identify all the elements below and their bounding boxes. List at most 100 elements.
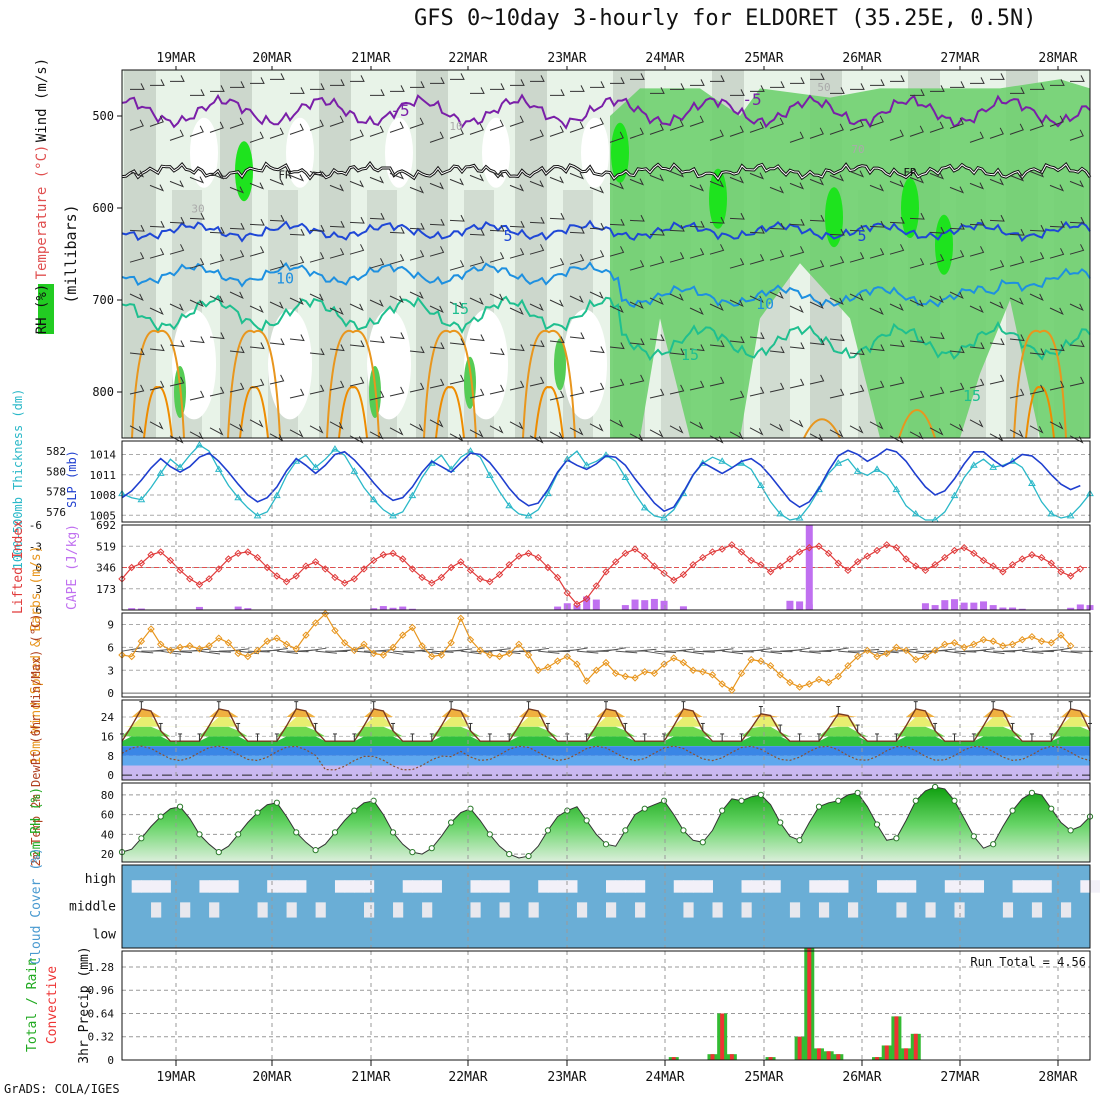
upper-wind-barb bbox=[209, 427, 224, 436]
upper-wind-barb bbox=[1069, 244, 1085, 255]
temp-tick-label: 16 bbox=[101, 730, 114, 743]
upper-wind-barb bbox=[529, 129, 544, 141]
upper-wind-barb bbox=[1010, 87, 1025, 94]
upper-wind-barb bbox=[509, 380, 525, 391]
precip-convective-bar bbox=[671, 1057, 676, 1060]
cloud-gap-middle bbox=[1060, 902, 1072, 918]
thickness-point bbox=[950, 491, 959, 499]
upper-wind-barb bbox=[429, 218, 445, 226]
wind-speed-point bbox=[195, 645, 204, 653]
lifted-index-point bbox=[931, 560, 939, 569]
lifted-index-point bbox=[486, 577, 494, 586]
upper-wind-barb bbox=[969, 131, 984, 143]
cloud-gap-high bbox=[538, 880, 549, 893]
cloud-gap-high bbox=[228, 880, 239, 893]
lifted-index-point bbox=[582, 594, 591, 603]
cloud-gap-high bbox=[344, 880, 355, 893]
surface-wind-barb bbox=[315, 650, 337, 654]
cloud-gap-high bbox=[673, 880, 684, 893]
upper-wind-barb bbox=[909, 212, 925, 220]
precip-convective-bar bbox=[913, 1033, 918, 1060]
rh-fill bbox=[122, 787, 1090, 862]
lifted-index-point bbox=[408, 565, 417, 573]
lifted-index-point bbox=[611, 558, 620, 566]
upper-wind-barb bbox=[849, 170, 865, 178]
frame-layer bbox=[121, 66, 1091, 1066]
cloud-gap-middle bbox=[741, 902, 752, 918]
upper-wind-barb bbox=[429, 378, 445, 389]
lifted-index-point bbox=[428, 579, 436, 587]
upper-wind-barb bbox=[189, 176, 205, 184]
wind-speed-point bbox=[360, 640, 368, 649]
surface-wind-barb bbox=[838, 650, 860, 654]
upper-wind-barb bbox=[869, 380, 885, 391]
wind-speed-point bbox=[369, 649, 378, 658]
cloud-gap-high bbox=[209, 880, 220, 893]
li-tick-label: 6 bbox=[35, 604, 42, 617]
upper-wind-barb bbox=[829, 388, 845, 399]
temp-band bbox=[122, 708, 1090, 717]
lifted-index-point bbox=[215, 565, 223, 573]
upper-wind-barb bbox=[509, 421, 524, 430]
upper-wind-barb bbox=[649, 388, 665, 399]
cloud-gap-middle bbox=[257, 902, 268, 918]
rh-band bbox=[220, 70, 252, 438]
thickness-point bbox=[137, 495, 146, 503]
upper-wind-barb bbox=[449, 214, 465, 222]
wind-speed-point bbox=[379, 651, 388, 659]
upper-wind-barb bbox=[629, 301, 644, 309]
thickness-point bbox=[1047, 509, 1056, 517]
upper-wind-barb bbox=[169, 340, 185, 348]
upper-wind-barb bbox=[469, 429, 484, 438]
lifted-index-point bbox=[1028, 551, 1036, 559]
upper-wind-barb bbox=[130, 83, 145, 90]
wind-speed-point bbox=[1008, 640, 1017, 649]
upper-wind-barb bbox=[609, 305, 624, 313]
wind-speed-point bbox=[447, 639, 455, 647]
upper-wind-barb bbox=[849, 224, 865, 232]
upper-wind-barb bbox=[409, 291, 424, 299]
upper-wind-barb bbox=[1029, 252, 1045, 263]
upper-wind-barb bbox=[409, 222, 425, 230]
upper-wind-barb bbox=[609, 419, 624, 428]
bottom-date-label: 26MAR bbox=[842, 1070, 881, 1085]
upper-wind-barb bbox=[209, 172, 225, 180]
upper-wind-barb bbox=[189, 336, 205, 344]
upper-wind-barb bbox=[269, 214, 285, 222]
upper-wind-barb bbox=[869, 184, 885, 192]
upper-wind-barb bbox=[509, 220, 525, 228]
cloud-gap-middle bbox=[315, 902, 326, 918]
cape-bar bbox=[960, 602, 968, 610]
rh-point bbox=[1048, 805, 1055, 812]
surface-wind-barb bbox=[906, 650, 927, 655]
temp-band bbox=[122, 736, 1090, 747]
cloud-gap-high bbox=[402, 880, 413, 893]
upper-wind-barb bbox=[329, 344, 345, 352]
rh-point bbox=[757, 791, 764, 798]
wind-axis-label: 10m Wind Speed & Barbs (m/s) bbox=[29, 545, 44, 764]
precip-convective-bar bbox=[797, 1036, 802, 1060]
upper-wind-barb bbox=[509, 344, 525, 352]
upper-wind-barb bbox=[409, 117, 424, 129]
wind-tick-label: 9 bbox=[107, 618, 114, 631]
thickness-point bbox=[563, 455, 572, 462]
surface-wind-barb bbox=[944, 650, 966, 655]
cape-bar bbox=[999, 607, 1007, 610]
rh-point bbox=[932, 783, 939, 791]
isotherm-25 bbox=[338, 386, 368, 439]
upper-wind-barb bbox=[589, 222, 605, 230]
lifted-index-point bbox=[311, 558, 320, 566]
thickness-point bbox=[1028, 479, 1036, 487]
upper-wind-barb bbox=[129, 252, 145, 263]
upper-wind-barb bbox=[189, 212, 205, 220]
thickness-point bbox=[369, 495, 378, 503]
upper-wind-barb bbox=[789, 246, 805, 257]
upper-wind-barb bbox=[610, 77, 625, 84]
lifted-index-point bbox=[844, 566, 852, 575]
upper-wind-barb bbox=[409, 186, 425, 194]
upper-wind-barb bbox=[809, 433, 824, 442]
isotherm-20 bbox=[522, 329, 576, 439]
upper-wind-barb bbox=[789, 419, 804, 428]
lifted-index-point bbox=[708, 548, 717, 556]
upper-wind-barb bbox=[849, 425, 864, 434]
